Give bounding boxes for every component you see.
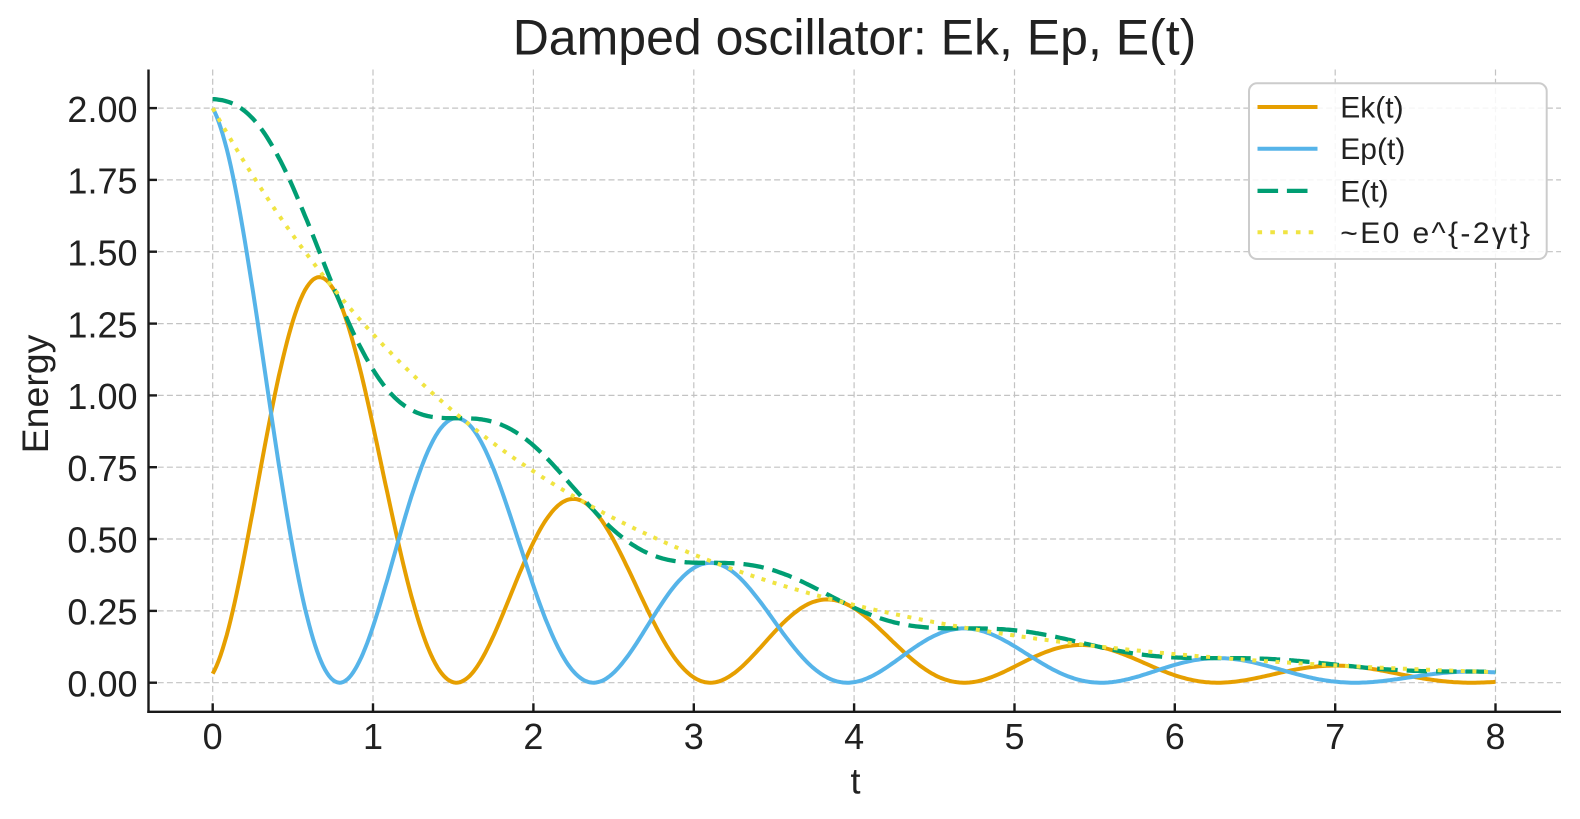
- svg-text:2.00: 2.00: [67, 89, 137, 130]
- svg-text:E(t): E(t): [1340, 175, 1388, 208]
- svg-text:8: 8: [1485, 716, 1505, 757]
- svg-text:0.50: 0.50: [67, 520, 137, 561]
- svg-text:0: 0: [203, 716, 223, 757]
- svg-text:1.50: 1.50: [67, 232, 137, 273]
- svg-text:1.25: 1.25: [67, 304, 137, 345]
- svg-text:Damped oscillator: Ek, Ep, E(t: Damped oscillator: Ek, Ep, E(t): [513, 9, 1197, 65]
- svg-text:7: 7: [1325, 716, 1345, 757]
- svg-text:5: 5: [1004, 716, 1024, 757]
- svg-text:0.75: 0.75: [67, 448, 137, 489]
- svg-text:6: 6: [1165, 716, 1185, 757]
- svg-text:2: 2: [523, 716, 543, 757]
- svg-text:Ep(t): Ep(t): [1340, 133, 1405, 166]
- svg-text:0.00: 0.00: [67, 663, 137, 704]
- svg-text:1.75: 1.75: [67, 161, 137, 202]
- svg-text:0.25: 0.25: [67, 592, 137, 633]
- svg-text:Energy: Energy: [14, 334, 56, 453]
- svg-text:Ek(t): Ek(t): [1340, 92, 1403, 125]
- svg-text:4: 4: [844, 716, 864, 757]
- svg-text:1.00: 1.00: [67, 376, 137, 417]
- svg-text:3: 3: [684, 716, 704, 757]
- svg-text:1: 1: [363, 716, 383, 757]
- svg-text:~E0 e^{-2γt}: ~E0 e^{-2γt}: [1340, 217, 1532, 250]
- svg-text:t: t: [850, 760, 860, 801]
